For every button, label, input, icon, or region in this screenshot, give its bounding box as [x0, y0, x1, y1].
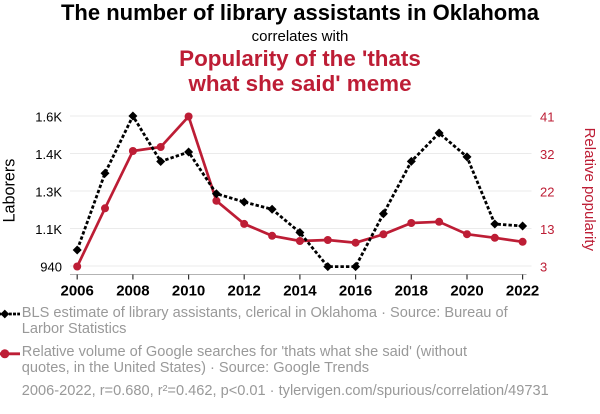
svg-text:22: 22	[540, 184, 554, 199]
svg-text:32: 32	[540, 147, 554, 162]
svg-text:13: 13	[540, 222, 554, 237]
svg-text:Laborers: Laborers	[1, 159, 19, 223]
svg-text:2012: 2012	[228, 283, 261, 300]
svg-text:3: 3	[540, 259, 547, 274]
svg-text:41: 41	[540, 109, 554, 124]
svg-text:2018: 2018	[395, 283, 428, 300]
svg-text:1.3K: 1.3K	[35, 184, 62, 199]
svg-text:2020: 2020	[450, 283, 483, 300]
svg-text:2016: 2016	[339, 283, 372, 300]
svg-text:1.6K: 1.6K	[35, 109, 62, 124]
svg-text:2010: 2010	[172, 283, 205, 300]
svg-text:940: 940	[40, 259, 62, 274]
svg-text:1.4K: 1.4K	[35, 147, 62, 162]
svg-text:2006: 2006	[61, 283, 94, 300]
svg-text:1.1K: 1.1K	[35, 222, 62, 237]
svg-text:2022: 2022	[506, 283, 539, 300]
svg-text:2014: 2014	[283, 283, 317, 300]
svg-text:Relative popularity: Relative popularity	[581, 128, 598, 252]
svg-text:2008: 2008	[116, 283, 149, 300]
